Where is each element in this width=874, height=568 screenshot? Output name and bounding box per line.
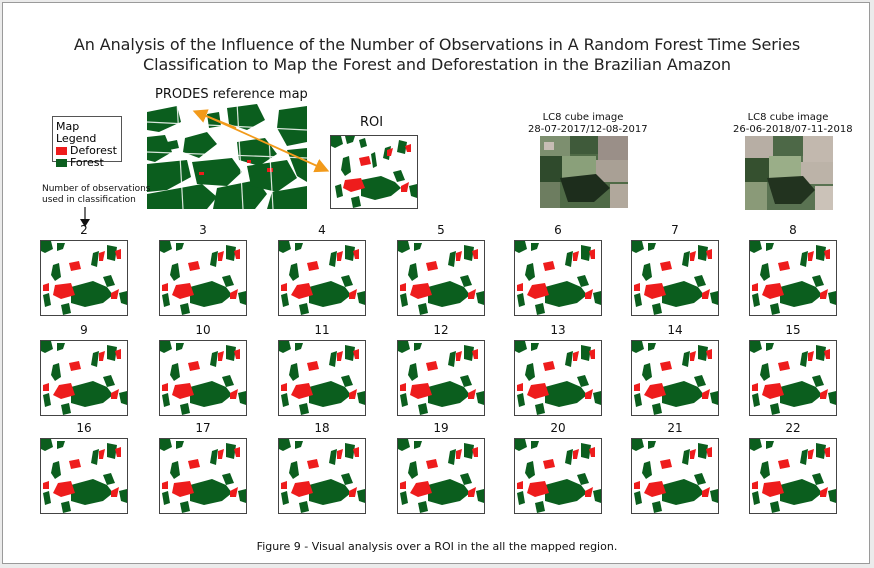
obs-count-label: 4 — [318, 223, 326, 237]
obs-count-label: 10 — [195, 323, 211, 337]
obs-count-label: 21 — [667, 421, 683, 435]
obs-count-label: 7 — [671, 223, 679, 237]
classification-map — [159, 340, 247, 416]
classification-map — [631, 240, 719, 316]
classification-map — [159, 240, 247, 316]
classification-map — [40, 438, 128, 514]
classification-map — [278, 340, 366, 416]
obs-count-label: 11 — [314, 323, 330, 337]
obs-count-label: 9 — [80, 323, 88, 337]
classification-map — [397, 240, 485, 316]
classification-map — [278, 438, 366, 514]
obs-count-label: 13 — [550, 323, 566, 337]
lc8-cube-image-2 — [745, 136, 833, 210]
classification-map — [631, 340, 719, 416]
classification-map — [40, 240, 128, 316]
map-legend: Map Legend Deforest Forest — [52, 116, 122, 169]
figure-title-line-1: An Analysis of the Influence of the Numb… — [73, 35, 801, 54]
prodes-map-label: PRODES reference map — [155, 87, 308, 102]
forest-swatch — [56, 159, 67, 167]
roi-label: ROI — [360, 115, 384, 130]
figure-caption: Figure 9 - Visual analysis over a ROI in… — [256, 540, 618, 553]
classification-map — [749, 240, 837, 316]
classification-map — [631, 438, 719, 514]
classification-map — [514, 340, 602, 416]
lc8-image-2-title: LC8 cube image — [747, 112, 829, 123]
legend-forest-label: Forest — [70, 156, 104, 169]
classification-map — [397, 438, 485, 514]
legend-item-deforest: Deforest — [56, 145, 121, 157]
classification-map — [159, 438, 247, 514]
obs-count-label: 22 — [785, 421, 801, 435]
classification-map — [40, 340, 128, 416]
obs-count-label: 2 — [80, 223, 88, 237]
lc8-cube-image-1 — [540, 136, 628, 208]
obs-count-label: 17 — [195, 421, 211, 435]
observations-label: Number of observations used in classific… — [42, 184, 150, 206]
obs-count-label: 20 — [550, 421, 566, 435]
legend-deforest-label: Deforest — [70, 144, 117, 157]
obs-count-label: 3 — [199, 223, 207, 237]
obs-count-label: 6 — [554, 223, 562, 237]
observations-label-line-2: used in classification — [42, 195, 136, 205]
prodes-reference-map — [147, 102, 307, 209]
lc8-image-2-label: LC8 cube image 26-06-2018/07-11-2018 — [733, 112, 853, 136]
lc8-image-1-title: LC8 cube image — [542, 112, 624, 123]
roi-map — [330, 135, 418, 209]
classification-map — [397, 340, 485, 416]
obs-count-label: 15 — [785, 323, 801, 337]
legend-title: Map Legend — [56, 120, 97, 145]
lc8-image-1-label: LC8 cube image 28-07-2017/12-08-2017 — [528, 112, 648, 136]
down-arrow-icon — [80, 207, 90, 227]
lc8-image-1-dates: 28-07-2017/12-08-2017 — [528, 124, 648, 135]
obs-count-label: 8 — [789, 223, 797, 237]
lc8-image-2-dates: 26-06-2018/07-11-2018 — [733, 124, 853, 135]
classification-map — [278, 240, 366, 316]
classification-map — [514, 240, 602, 316]
deforest-swatch — [56, 147, 67, 155]
legend-item-forest: Forest — [56, 157, 121, 169]
obs-count-label: 14 — [667, 323, 683, 337]
classification-map — [514, 438, 602, 514]
observations-label-line-1: Number of observations — [42, 184, 151, 194]
obs-count-label: 12 — [433, 323, 449, 337]
obs-count-label: 5 — [437, 223, 445, 237]
obs-count-label: 16 — [76, 421, 92, 435]
figure-title-line-2: Classification to Map the Forest and Def… — [143, 55, 731, 74]
obs-count-label: 19 — [433, 421, 449, 435]
roi-pointer-arrows — [192, 109, 330, 173]
classification-map — [749, 438, 837, 514]
obs-count-label: 18 — [314, 421, 330, 435]
classification-map — [749, 340, 837, 416]
